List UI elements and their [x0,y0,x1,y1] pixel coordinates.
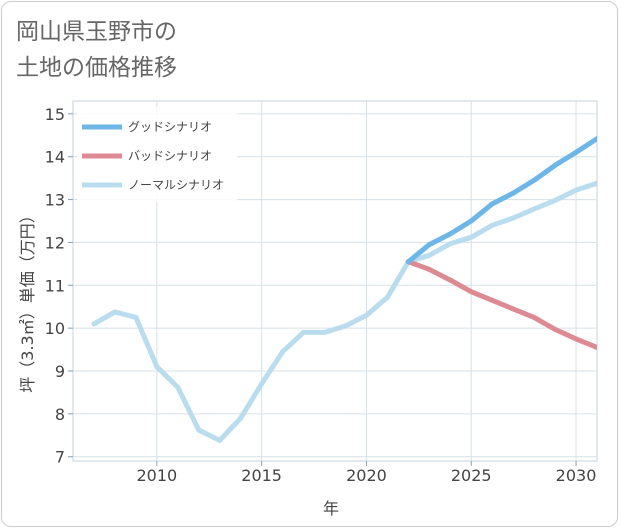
data-point [426,252,432,258]
data-point [573,149,579,155]
y-tick-label: 11 [45,276,65,295]
data-point [426,266,432,272]
legend-label-2: ノーマルシナリオ [128,178,224,192]
data-point [489,222,495,228]
data-point [531,314,537,320]
series-line-0 [405,136,597,265]
y-axis-label: 坪（3.3㎡）単価（万円） [18,207,37,392]
data-point [259,381,265,387]
data-point [552,326,558,332]
data-point [175,384,181,390]
data-point [447,277,453,283]
y-tick-label: 14 [45,148,65,167]
data-point [510,190,516,196]
x-tick-label: 2030 [556,466,597,485]
data-point [594,180,597,186]
axes: 7 8 9 10 11 12 13 14 15 2010 2015 2020 2025 2030 [45,105,597,485]
data-point [468,234,474,240]
data-point [531,206,537,212]
y-tick-label: 8 [55,405,65,424]
y-tick-label: 15 [45,105,65,124]
y-tick-label: 10 [45,319,65,338]
x-axis-label: 年 [323,499,339,518]
data-point [133,314,139,320]
data-point [552,162,558,168]
data-point [322,329,328,335]
data-point [489,201,495,207]
series-lines [91,136,597,443]
data-point [112,309,118,315]
data-point [573,336,579,342]
y-tick-label: 12 [45,233,65,252]
data-point [196,427,202,433]
data-point [468,218,474,224]
data-point [217,437,223,443]
data-point [447,241,453,247]
data-point [280,349,286,355]
series-line-1 [405,259,597,350]
x-tick-label: 2020 [346,466,387,485]
data-point [301,329,307,335]
x-tick-label: 2015 [241,466,282,485]
y-tick-label: 7 [55,448,65,467]
data-point [594,136,597,142]
data-point [91,321,97,327]
data-point [573,187,579,193]
chart-title-line-1: 岡山県玉野市の [16,19,177,45]
legend-label-0: グッドシナリオ [128,120,212,134]
data-point [489,297,495,303]
legend-label-1: バッドシナリオ [128,149,212,163]
y-tick-label: 13 [45,191,65,210]
data-point [342,323,348,329]
data-point [384,294,390,300]
plot-area [72,100,598,462]
x-tick-label: 2025 [451,466,492,485]
data-point [154,364,160,370]
data-point [510,215,516,221]
data-point [510,306,516,312]
data-point [426,242,432,248]
data-point [405,259,411,265]
data-point [238,415,244,421]
data-point [531,177,537,183]
chart-title-line-2: 土地の価格推移 [16,55,177,81]
data-point [447,231,453,237]
chart-title: 岡山県玉野市の 土地の価格推移 [16,14,177,86]
data-point [363,312,369,318]
data-point [552,197,558,203]
x-tick-label: 2010 [136,466,177,485]
data-point [468,289,474,295]
y-tick-label: 9 [55,362,65,381]
data-point [594,344,597,350]
